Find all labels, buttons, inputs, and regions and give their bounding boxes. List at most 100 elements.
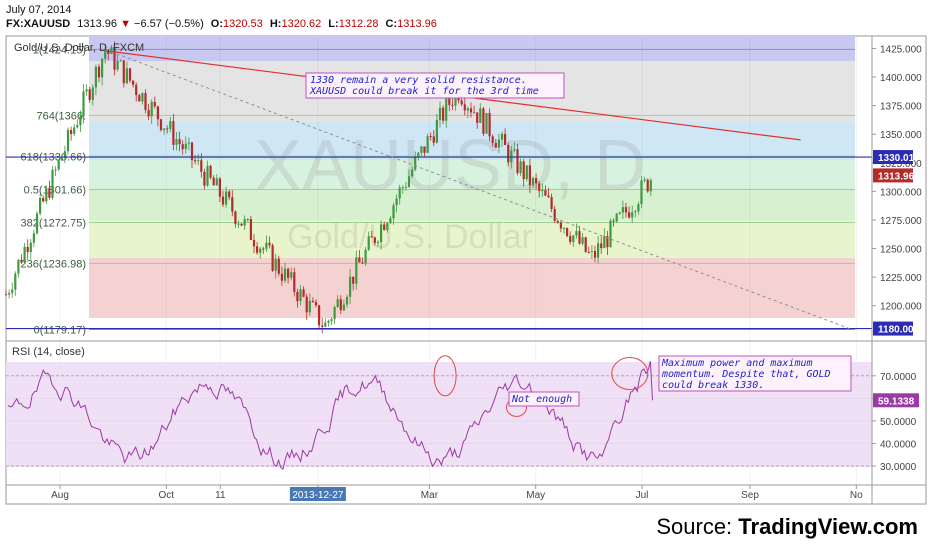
candle[interactable] [435,113,438,144]
candle[interactable] [321,317,324,334]
candle[interactable] [469,102,473,118]
candle[interactable] [73,123,76,136]
candle[interactable] [135,82,138,102]
candle[interactable] [383,221,386,231]
candle[interactable] [252,234,256,254]
candle[interactable] [420,145,423,156]
rsi-pane[interactable]: Not enough Maximum power and maximummomen… [6,355,872,470]
candle[interactable] [184,136,187,154]
candle[interactable] [373,236,376,246]
candle[interactable] [314,299,318,308]
candle[interactable] [324,318,327,328]
candle[interactable] [311,297,314,303]
candle[interactable] [54,166,57,177]
candle[interactable] [147,103,150,120]
candle[interactable] [429,132,432,141]
candle[interactable] [119,59,122,62]
candle[interactable] [60,157,63,161]
candle[interactable] [500,131,504,147]
candle[interactable] [547,187,550,198]
candle[interactable] [113,41,116,76]
candle[interactable] [395,194,398,213]
candle[interactable] [271,243,274,272]
candle[interactable] [491,134,494,147]
candle[interactable] [519,158,522,177]
candle[interactable] [342,299,345,312]
candle[interactable] [398,184,401,205]
candle[interactable] [612,218,615,227]
candle[interactable] [57,159,60,172]
candle[interactable] [280,266,283,286]
candle[interactable] [423,146,426,157]
candle[interactable] [231,190,234,217]
candle[interactable] [225,186,228,208]
candle[interactable] [339,295,342,314]
candle[interactable] [401,185,404,194]
candle[interactable] [20,254,23,264]
candle[interactable] [215,174,218,186]
candle[interactable] [228,190,231,201]
candle[interactable] [386,221,389,233]
candle[interactable] [355,250,358,290]
candle[interactable] [76,119,79,129]
candle[interactable] [618,211,621,215]
candle[interactable] [138,93,141,102]
candle[interactable] [265,235,268,252]
candle[interactable] [153,96,156,109]
candle[interactable] [23,242,26,265]
candle[interactable] [26,239,29,260]
candle[interactable] [494,139,497,148]
candle[interactable] [426,133,429,154]
candle[interactable] [163,128,166,135]
candle[interactable] [82,83,85,124]
candle[interactable] [438,101,442,128]
candle[interactable] [479,103,482,124]
candle[interactable] [277,255,280,277]
candle[interactable] [466,106,469,119]
candle[interactable] [79,110,82,132]
candle[interactable] [42,195,45,203]
candle[interactable] [442,105,445,124]
candle[interactable] [256,241,259,255]
candle[interactable] [249,215,252,241]
candle[interactable] [330,317,333,326]
candle[interactable] [522,158,525,187]
candle[interactable] [497,134,500,154]
candle[interactable] [637,201,640,215]
candle[interactable] [17,259,20,278]
candle[interactable] [367,231,370,251]
candle[interactable] [66,127,70,155]
candle[interactable] [14,271,17,296]
candle[interactable] [333,305,336,324]
candle[interactable] [296,288,299,308]
candle[interactable] [11,282,14,298]
candle[interactable] [128,67,132,83]
candle[interactable] [380,220,383,250]
candle[interactable] [190,141,194,169]
candle[interactable] [646,178,649,193]
candle[interactable] [308,293,311,316]
candle[interactable] [488,108,491,142]
candle[interactable] [414,151,417,172]
candle[interactable] [290,267,293,281]
candle[interactable] [621,200,624,219]
candle[interactable] [125,61,128,85]
candle[interactable] [94,64,97,96]
candle[interactable] [159,118,163,132]
candle[interactable] [240,223,243,227]
candle[interactable] [243,215,246,230]
candle[interactable] [39,194,42,216]
candle[interactable] [392,202,395,225]
candle[interactable] [181,140,184,155]
candle[interactable] [8,289,11,299]
candle[interactable] [209,164,212,180]
candle[interactable] [516,143,519,176]
candle[interactable] [45,185,48,205]
candle[interactable] [566,227,569,238]
candle[interactable] [528,158,531,194]
candle[interactable] [29,239,32,260]
candle[interactable] [91,84,94,106]
candle[interactable] [156,105,159,127]
candle[interactable] [187,137,190,151]
candle[interactable] [609,218,612,248]
